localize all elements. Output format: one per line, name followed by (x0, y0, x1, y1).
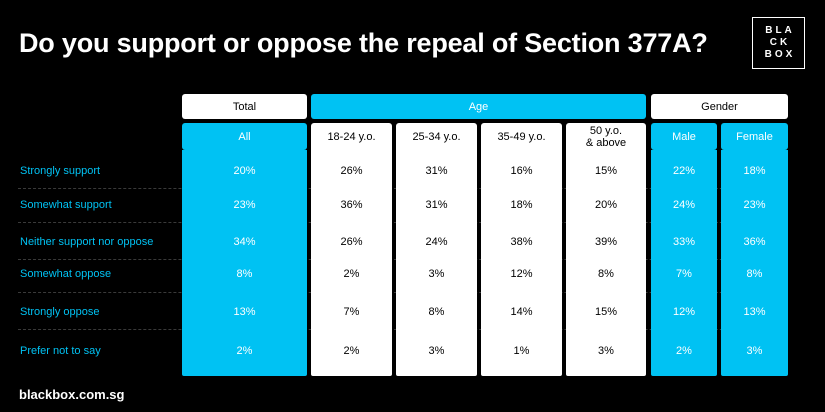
column-header: 25-34 y.o. (396, 123, 477, 150)
table-cell: 34% (233, 236, 256, 248)
table-cell: 8% (746, 268, 763, 280)
table-cell: 14% (510, 306, 533, 318)
table-cell: 2% (343, 345, 360, 357)
data-column: 18% 23% 36% 8% 13% 3% (721, 150, 788, 376)
table-cell: 23% (743, 199, 766, 211)
data-column: 16% 18% 38% 12% 14% 1% (481, 150, 562, 376)
logo-line-3: BOX (764, 49, 796, 60)
table-cell: 7% (676, 268, 692, 280)
row-label: Strongly oppose (20, 306, 100, 318)
table-cell: 39% (594, 236, 618, 248)
column-header: All (182, 123, 307, 150)
data-column: 26% 36% 26% 2% 7% 2% (311, 150, 392, 376)
table-cell: 16% (510, 165, 533, 177)
table-cell: 13% (743, 306, 766, 318)
table-cell: 20% (233, 165, 256, 177)
group-header-gender: Gender (651, 94, 788, 119)
table-cell: 22% (672, 165, 696, 177)
table-cell: 33% (672, 236, 696, 248)
table-cell: 12% (672, 306, 696, 318)
row-label: Somewhat support (20, 199, 112, 211)
table-cell: 8% (598, 268, 614, 280)
table-cell: 13% (233, 306, 256, 318)
table-cell: 20% (594, 199, 618, 211)
table-cell: 18% (743, 165, 766, 177)
logo-line-1: BLA (765, 25, 795, 36)
table-cell: 8% (236, 268, 253, 280)
table-cell: 3% (598, 345, 614, 357)
blackbox-logo: BLA CK BOX (752, 17, 805, 69)
table-cell: 36% (743, 236, 766, 248)
row-label: Somewhat oppose (20, 268, 112, 280)
column-header: Male (651, 123, 717, 150)
data-column: 31% 31% 24% 3% 8% 3% (396, 150, 477, 376)
table-cell: 24% (672, 199, 696, 211)
table-cell: 1% (513, 345, 530, 357)
table-cell: 26% (340, 165, 363, 177)
table-cell: 3% (428, 268, 445, 280)
table-cell: 36% (340, 199, 363, 211)
table-cell: 8% (428, 306, 445, 318)
column-header: Female (721, 123, 788, 150)
table-cell: 3% (428, 345, 445, 357)
table-cell: 31% (425, 165, 448, 177)
table-cell: 7% (343, 306, 360, 318)
table-cell: 2% (676, 345, 692, 357)
table-cell: 12% (510, 268, 533, 280)
table-cell: 2% (343, 268, 360, 280)
table-cell: 31% (425, 199, 448, 211)
group-header-total: Total (182, 94, 307, 119)
row-label: Prefer not to say (20, 345, 101, 357)
column-header: 50 y.o. & above (566, 123, 646, 150)
table-cell: 38% (510, 236, 533, 248)
data-column: 20% 23% 34% 8% 13% 2% (182, 150, 307, 376)
page-title: Do you support or oppose the repeal of S… (19, 28, 708, 58)
logo-line-2: CK (769, 37, 791, 48)
table-cell: 23% (233, 199, 256, 211)
table-cell: 3% (746, 345, 763, 357)
table-cell: 18% (510, 199, 533, 211)
table-cell: 26% (340, 236, 363, 248)
row-label: Strongly support (20, 165, 101, 177)
column-header: 35-49 y.o. (481, 123, 562, 150)
table-cell: 2% (236, 345, 253, 357)
table-cell: 15% (594, 165, 618, 177)
column-header: 18-24 y.o. (311, 123, 392, 150)
footer-url: blackbox.com.sg (19, 387, 125, 402)
data-column: 22% 24% 33% 7% 12% 2% (651, 150, 717, 376)
table-cell: 15% (594, 306, 618, 318)
table-cell: 24% (425, 236, 448, 248)
data-column: 15% 20% 39% 8% 15% 3% (566, 150, 646, 376)
row-label: Neither support nor oppose (20, 236, 154, 248)
group-header-age: Age (311, 94, 646, 119)
